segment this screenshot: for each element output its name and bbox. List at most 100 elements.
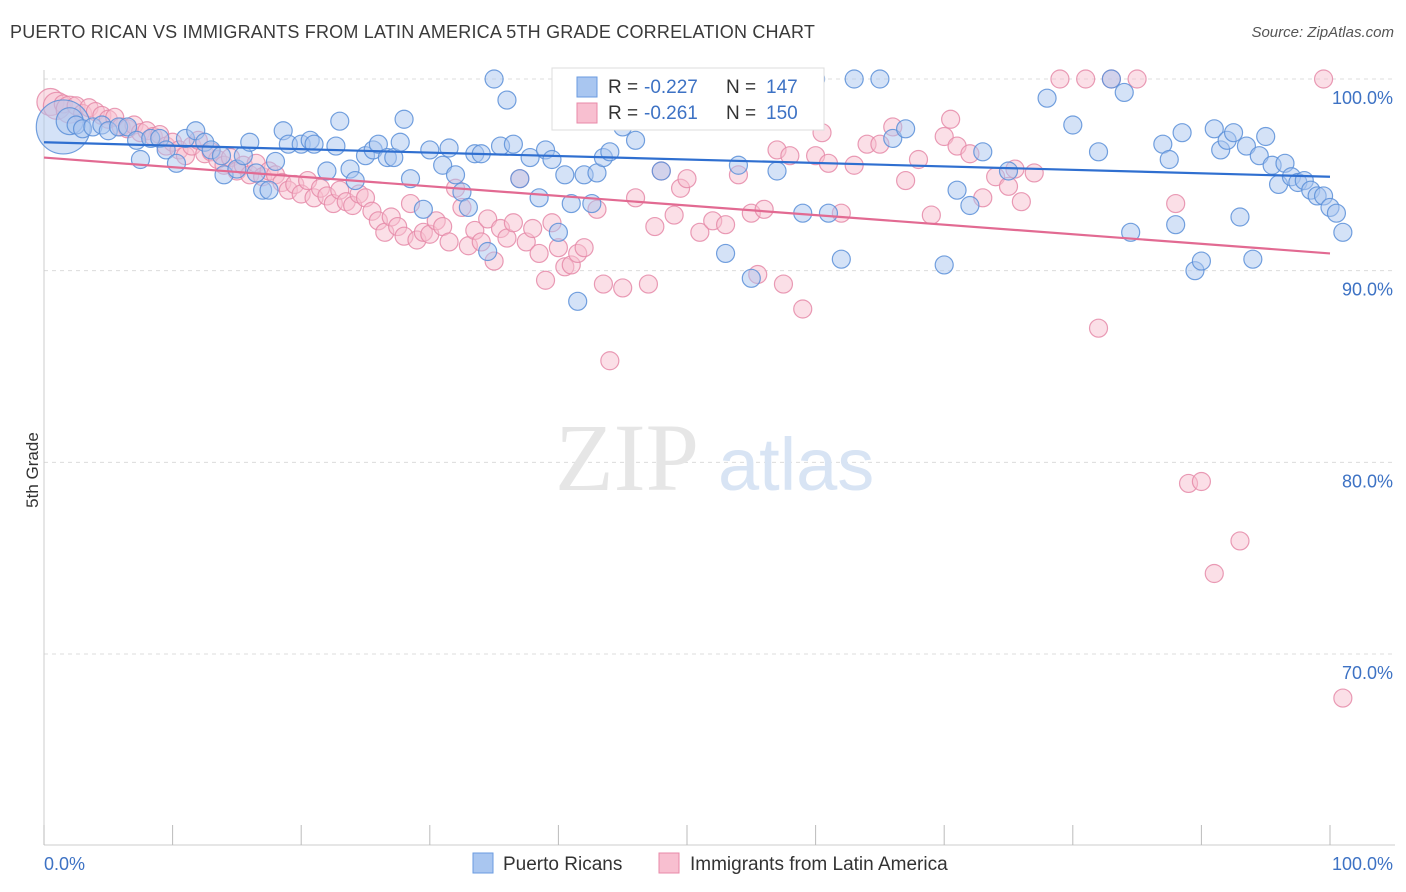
point-immigrants — [754, 199, 774, 219]
point-immigrants — [600, 351, 620, 371]
point-puerto-ricans — [497, 90, 517, 110]
point-puerto-ricans — [390, 132, 410, 152]
stats-n-value-2: 150 — [766, 103, 798, 124]
point-puerto-ricans — [117, 117, 138, 137]
point-puerto-ricans — [1204, 119, 1224, 139]
point-puerto-ricans — [1101, 69, 1121, 89]
point-immigrants — [1333, 688, 1353, 708]
point-puerto-ricans — [1333, 222, 1353, 242]
point-puerto-ricans — [1114, 82, 1134, 103]
point-puerto-ricans — [715, 243, 736, 264]
point-puerto-ricans — [818, 203, 839, 223]
watermark-zip: ZIP — [555, 404, 699, 511]
point-immigrants — [613, 278, 633, 298]
bottom-legend: Puerto Ricans Immigrants from Latin Amer… — [472, 852, 948, 875]
point-immigrants — [773, 274, 794, 294]
point-puerto-ricans — [960, 195, 980, 216]
point-puerto-ricans — [400, 169, 421, 189]
point-puerto-ricans — [1236, 136, 1257, 156]
stats-r-value-1: -0.227 — [644, 77, 698, 98]
point-puerto-ricans — [330, 111, 350, 131]
point-immigrants — [677, 169, 697, 189]
stats-n-label-2: N = — [726, 103, 756, 124]
source-credit: Source: ZipAtlas.com — [1251, 24, 1394, 41]
point-puerto-ricans — [510, 169, 530, 189]
point-puerto-ricans — [445, 165, 466, 185]
point-puerto-ricans — [317, 161, 337, 181]
point-puerto-ricans — [1063, 115, 1083, 135]
point-immigrants — [1313, 69, 1334, 89]
point-puerto-ricans — [265, 151, 286, 172]
point-puerto-ricans — [368, 134, 388, 154]
point-immigrants — [1127, 69, 1147, 89]
point-puerto-ricans — [555, 165, 575, 185]
point-immigrants — [535, 270, 556, 290]
point-puerto-ricans — [394, 109, 414, 129]
point-puerto-ricans — [651, 161, 671, 181]
point-puerto-ricans — [1191, 251, 1212, 271]
point-puerto-ricans — [1249, 146, 1269, 166]
point-immigrants — [941, 109, 961, 129]
axes — [43, 70, 1395, 846]
point-puerto-ricans — [326, 136, 346, 156]
point-immigrants — [934, 126, 954, 147]
point-puerto-ricans — [478, 241, 498, 262]
point-immigrants — [1230, 531, 1250, 551]
stats-legend-swatch-blue — [576, 76, 598, 98]
point-puerto-ricans — [767, 161, 787, 181]
point-puerto-ricans — [166, 153, 187, 173]
point-puerto-ricans — [568, 291, 588, 311]
watermark-atlas: atlas — [718, 423, 874, 506]
y-axis-title: 5th Grade — [23, 432, 42, 508]
legend-swatch-immigrants — [658, 852, 680, 874]
point-immigrants — [1050, 69, 1070, 89]
point-puerto-ricans — [1256, 126, 1276, 147]
legend-label-immigrants: Immigrants from Latin America — [690, 854, 948, 875]
point-immigrants — [593, 274, 614, 294]
point-puerto-ricans — [413, 199, 433, 219]
point-puerto-ricans — [1230, 207, 1250, 227]
stats-n-label-1: N = — [726, 77, 756, 98]
y-tick-label: 90.0% — [1342, 280, 1393, 300]
y-tick-label: 100.0% — [1332, 88, 1393, 108]
point-immigrants — [529, 243, 549, 264]
point-puerto-ricans — [896, 119, 916, 139]
point-puerto-ricans — [1121, 222, 1141, 242]
point-immigrants — [1191, 471, 1212, 492]
stats-legend-swatch-pink — [576, 102, 598, 124]
point-puerto-ricans — [998, 161, 1019, 181]
point-puerto-ricans — [934, 255, 954, 275]
point-immigrants — [1076, 69, 1096, 89]
point-immigrants — [908, 149, 929, 170]
point-immigrants — [1088, 318, 1109, 338]
trend-lines — [43, 141, 1331, 255]
point-puerto-ricans — [433, 155, 453, 175]
point-puerto-ricans — [529, 188, 549, 208]
point-puerto-ricans — [484, 69, 504, 89]
point-immigrants — [439, 232, 459, 252]
point-puerto-ricans — [561, 193, 581, 214]
point-puerto-ricans — [520, 147, 540, 168]
point-immigrants — [921, 205, 941, 225]
point-immigrants — [574, 238, 594, 258]
point-puerto-ricans — [831, 249, 851, 269]
stats-r-value-2: -0.261 — [644, 103, 698, 124]
point-puerto-ricans — [1243, 249, 1263, 269]
point-immigrants — [638, 274, 659, 294]
point-immigrants — [780, 146, 800, 166]
point-puerto-ricans — [211, 146, 232, 166]
point-puerto-ricans — [625, 130, 646, 150]
point-puerto-ricans — [542, 149, 562, 170]
series-puerto-ricans-points — [35, 69, 1353, 311]
stats-legend: R = -0.227 N = 147 R = -0.261 N = 150 — [551, 67, 825, 131]
watermark: ZIP atlas — [555, 404, 874, 511]
point-puerto-ricans — [1166, 215, 1186, 235]
stats-r-label-2: R = — [608, 103, 638, 124]
point-immigrants — [1011, 192, 1031, 212]
legend-swatch-puerto-ricans — [472, 852, 494, 874]
point-puerto-ricans — [420, 140, 440, 160]
y-tick-label: 80.0% — [1342, 471, 1393, 491]
trend-line-immigrants — [43, 156, 1331, 255]
point-immigrants — [896, 170, 916, 191]
point-puerto-ricans — [503, 134, 523, 154]
